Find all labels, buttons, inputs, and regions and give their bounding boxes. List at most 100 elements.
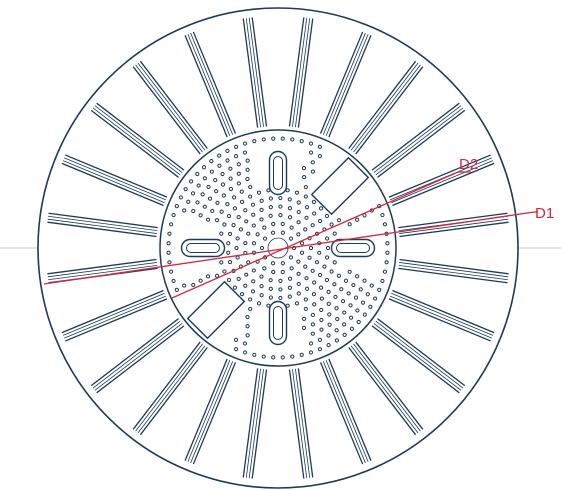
perforation-hole	[268, 295, 273, 300]
rib-line	[48, 265, 158, 281]
perforation-hole	[183, 187, 188, 192]
perforation-hole	[384, 260, 389, 265]
perforation-hole	[326, 289, 331, 294]
perforation-hole	[310, 322, 315, 327]
perforation-hole	[215, 200, 220, 205]
perforation-hole	[243, 240, 248, 246]
perforation-hole	[317, 250, 322, 255]
perforation-hole	[226, 213, 232, 219]
rib-line	[355, 66, 424, 155]
rect-cutout	[310, 156, 370, 216]
perforation-hole	[236, 214, 241, 220]
rib-line	[139, 60, 208, 149]
perforation-hole	[301, 325, 307, 330]
perforation-hole	[380, 212, 385, 218]
rib-line	[319, 31, 364, 134]
rib-line	[184, 358, 228, 461]
perforation-hole	[278, 204, 283, 209]
perforation-hole	[214, 273, 220, 278]
perforation-hole	[329, 269, 334, 274]
rib-line	[48, 212, 158, 229]
perforation-hole	[226, 241, 231, 246]
rib-line	[251, 369, 268, 479]
perforation-hole	[342, 322, 347, 327]
perforation-hole	[278, 287, 283, 292]
perforation-hole	[301, 166, 307, 171]
perforation-hole	[252, 138, 257, 144]
perforation-hole	[308, 245, 314, 251]
rib-line	[242, 368, 259, 478]
rib-line	[137, 345, 206, 434]
perforation-hole	[353, 295, 359, 300]
perforation-hole	[242, 341, 248, 346]
perforation-hole	[288, 255, 294, 260]
perforation-hole	[358, 287, 363, 292]
perforation-hole	[220, 182, 226, 187]
perforation-holes	[166, 136, 390, 360]
perforation-hole	[310, 169, 315, 174]
perforation-hole	[334, 328, 339, 333]
perforation-hole	[311, 292, 317, 297]
perforation-hole	[250, 289, 256, 294]
perforation-hole	[259, 198, 264, 203]
rib-line	[328, 35, 372, 138]
rib-line	[348, 347, 417, 436]
perforation-hole	[296, 281, 301, 287]
rib-line	[132, 341, 201, 430]
perforation-hole	[308, 341, 314, 346]
perforation-hole	[319, 307, 324, 313]
perforation-hole	[190, 191, 196, 196]
rib-line	[62, 160, 165, 204]
rib-line	[350, 62, 419, 151]
perforation-hole	[232, 206, 238, 211]
rib-line	[297, 18, 314, 128]
outer-circle	[37, 7, 519, 489]
perforation-hole	[310, 160, 315, 165]
perforation-hole	[245, 176, 250, 182]
rib-line	[398, 267, 508, 284]
perforation-hole	[336, 273, 342, 278]
rib-line	[292, 17, 308, 127]
perforation-hole	[324, 277, 330, 283]
perforation-hole	[268, 278, 273, 283]
perforation-hole	[355, 217, 360, 222]
rib-line	[245, 18, 261, 128]
perforation-hole	[347, 222, 352, 227]
perforation-hole	[303, 297, 308, 302]
rib-line	[392, 162, 495, 207]
perforation-hole	[209, 159, 214, 164]
rib-line	[65, 298, 168, 342]
perforation-hole	[347, 269, 352, 274]
rib-line	[90, 109, 179, 178]
perforation-hole	[348, 303, 353, 308]
perforation-hole	[189, 179, 194, 184]
perforation-hole	[166, 250, 171, 255]
perforation-hole	[168, 269, 174, 274]
perforation-hole	[340, 299, 346, 304]
perforation-hole	[259, 207, 264, 212]
vent-slot	[268, 300, 288, 346]
rib-line	[322, 32, 366, 135]
perforation-hole	[351, 282, 356, 288]
rib-line	[135, 343, 203, 432]
rib-line	[328, 358, 372, 461]
perforation-hole	[225, 158, 230, 163]
perforation-hole	[271, 269, 276, 275]
perforation-hole	[312, 280, 317, 285]
rib-line	[399, 221, 509, 238]
rib-line	[389, 295, 492, 339]
perforation-hole	[319, 296, 324, 301]
perforation-hole	[259, 217, 264, 222]
perforation-hole	[236, 171, 241, 176]
perforation-hole	[332, 282, 337, 287]
rect-cutout	[186, 280, 246, 340]
perforation-hole	[289, 225, 294, 230]
perforation-hole	[259, 293, 264, 298]
perforation-hole	[167, 260, 172, 265]
perforation-hole	[317, 144, 323, 149]
perforation-hole	[259, 245, 265, 251]
rib-line	[47, 221, 157, 238]
rib-line	[64, 157, 167, 201]
perforation-hole	[324, 213, 330, 219]
